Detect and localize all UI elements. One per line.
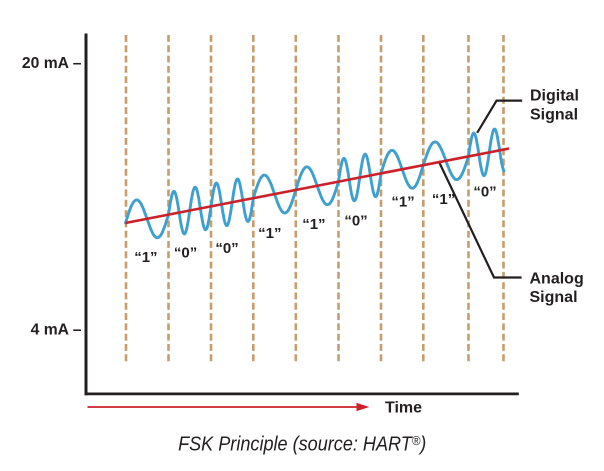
svg-text:“1”: “1” <box>134 249 157 266</box>
svg-text:“0”: “0” <box>473 184 496 201</box>
svg-text:Signal: Signal <box>530 106 578 123</box>
svg-text:Analog: Analog <box>530 270 584 287</box>
svg-text:20 mA –: 20 mA – <box>22 55 82 72</box>
svg-text:“0”: “0” <box>344 213 367 230</box>
svg-text:“1”: “1” <box>391 194 414 211</box>
svg-text:“1”: “1” <box>302 216 325 233</box>
svg-text:Signal: Signal <box>530 289 578 306</box>
svg-text:Digital: Digital <box>530 87 579 104</box>
svg-text:“0”: “0” <box>215 240 238 257</box>
svg-text:“0”: “0” <box>174 245 197 262</box>
svg-text:Time: Time <box>385 400 422 417</box>
svg-text:FSK Principle (source: HART®): FSK Principle (source: HART®) <box>178 433 426 455</box>
svg-text:4 mA –: 4 mA – <box>31 322 82 339</box>
svg-text:“1”: “1” <box>432 191 455 208</box>
svg-text:“1”: “1” <box>258 225 281 242</box>
